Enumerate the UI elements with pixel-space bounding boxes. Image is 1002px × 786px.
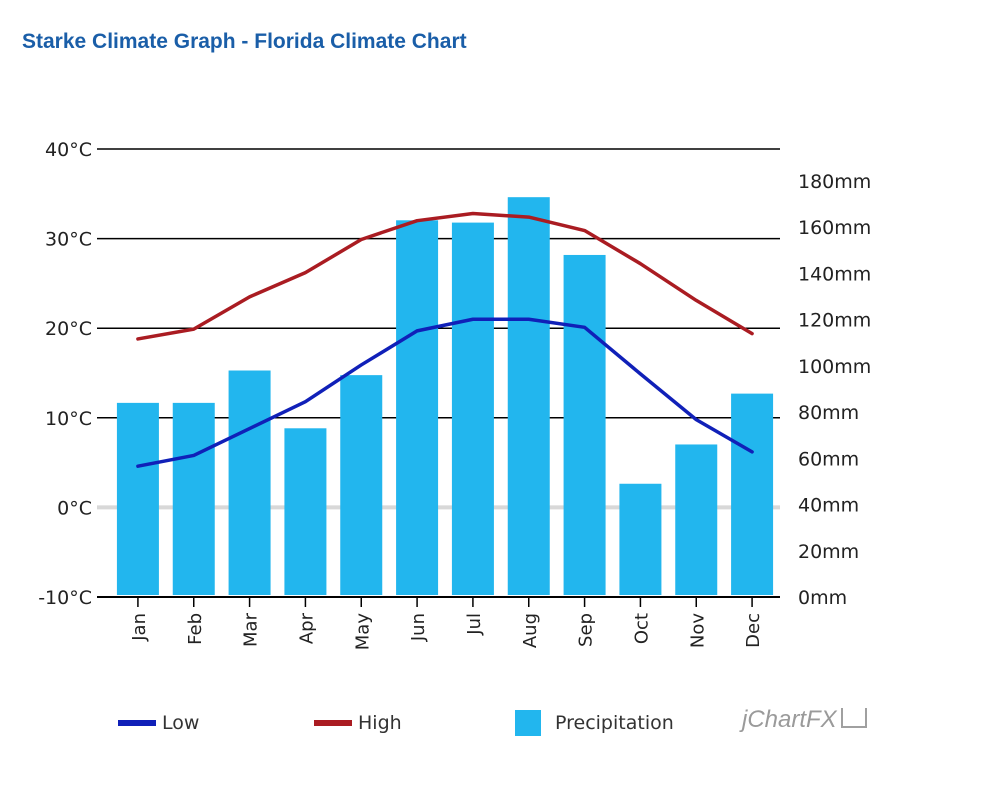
x-tick-label: Jan xyxy=(129,613,150,642)
precip-bar xyxy=(731,393,774,595)
x-tick-label: Mar xyxy=(241,612,262,647)
brand-text: jChartFX xyxy=(742,706,837,733)
y-right-tick-label: 120mm xyxy=(798,310,871,332)
legend-label-low: Low xyxy=(162,712,200,734)
x-tick-label: Feb xyxy=(185,613,206,645)
y-right-tick-label: 100mm xyxy=(798,356,871,378)
legend-swatch-precipitation xyxy=(515,710,541,736)
low-temp-line xyxy=(136,317,754,468)
legend-swatch-low xyxy=(118,720,156,726)
y-right-tick-label: 80mm xyxy=(798,402,859,424)
legend-item-precipitation[interactable]: Precipitation xyxy=(515,708,674,738)
precip-bar xyxy=(284,428,327,595)
brand-logo[interactable]: jChartFX xyxy=(742,706,867,734)
precip-bar xyxy=(116,402,159,595)
y-right-tick-label: 0mm xyxy=(798,587,847,609)
precip-bar xyxy=(228,370,271,595)
axis-layer: 40°C 30°C 20°C 10°C 0°C -10°C 180mm 160mm 140mm 1… xyxy=(38,139,871,650)
x-tick-label: Dec xyxy=(743,613,764,648)
precip-bar xyxy=(507,197,550,595)
precip-bar xyxy=(563,254,606,595)
bars-layer xyxy=(116,197,774,596)
legend-label-precipitation: Precipitation xyxy=(555,712,674,734)
precip-bar xyxy=(675,444,718,595)
y-left-tick-label: 40°C xyxy=(45,139,92,161)
x-tick-label: Jul xyxy=(464,613,485,636)
y-left-tick-label: 0°C xyxy=(57,497,92,519)
x-tick-label: Apr xyxy=(296,612,317,644)
lines-layer xyxy=(136,211,754,468)
y-right-tick-label: 20mm xyxy=(798,541,859,563)
y-left-tick-label: 20°C xyxy=(45,318,92,340)
chart-logo-icon xyxy=(840,708,867,728)
y-left-tick-label: 10°C xyxy=(45,408,92,430)
high-temp-line xyxy=(136,211,754,341)
y-right-tick-label: 180mm xyxy=(798,171,871,193)
y-left-tick-label: 30°C xyxy=(45,229,92,251)
x-tick-label: Aug xyxy=(520,613,541,648)
y-right-tick-label: 160mm xyxy=(798,217,871,239)
precip-bar xyxy=(451,222,494,595)
x-tick-label: Sep xyxy=(576,613,597,647)
x-tick-label: Oct xyxy=(631,613,652,644)
legend-item-low[interactable]: Low xyxy=(118,708,199,738)
x-tick-label: Nov xyxy=(687,613,708,648)
y-left-tick-label: -10°C xyxy=(38,587,92,609)
x-tick-label: Jun xyxy=(408,613,429,642)
chart-title: Starke Climate Graph - Florida Climate C… xyxy=(22,30,467,53)
y-right-tick-label: 40mm xyxy=(798,495,859,517)
precip-bar xyxy=(172,402,215,595)
precip-bar xyxy=(340,375,383,595)
legend-swatch-high xyxy=(314,720,352,726)
precip-bar xyxy=(619,483,662,595)
x-tick-label: May xyxy=(352,613,373,651)
y-right-tick-label: 140mm xyxy=(798,263,871,285)
precip-bar xyxy=(396,220,439,596)
legend-item-high[interactable]: High xyxy=(314,708,402,738)
y-right-tick-label: 60mm xyxy=(798,448,859,470)
legend-label-high: High xyxy=(358,712,402,734)
